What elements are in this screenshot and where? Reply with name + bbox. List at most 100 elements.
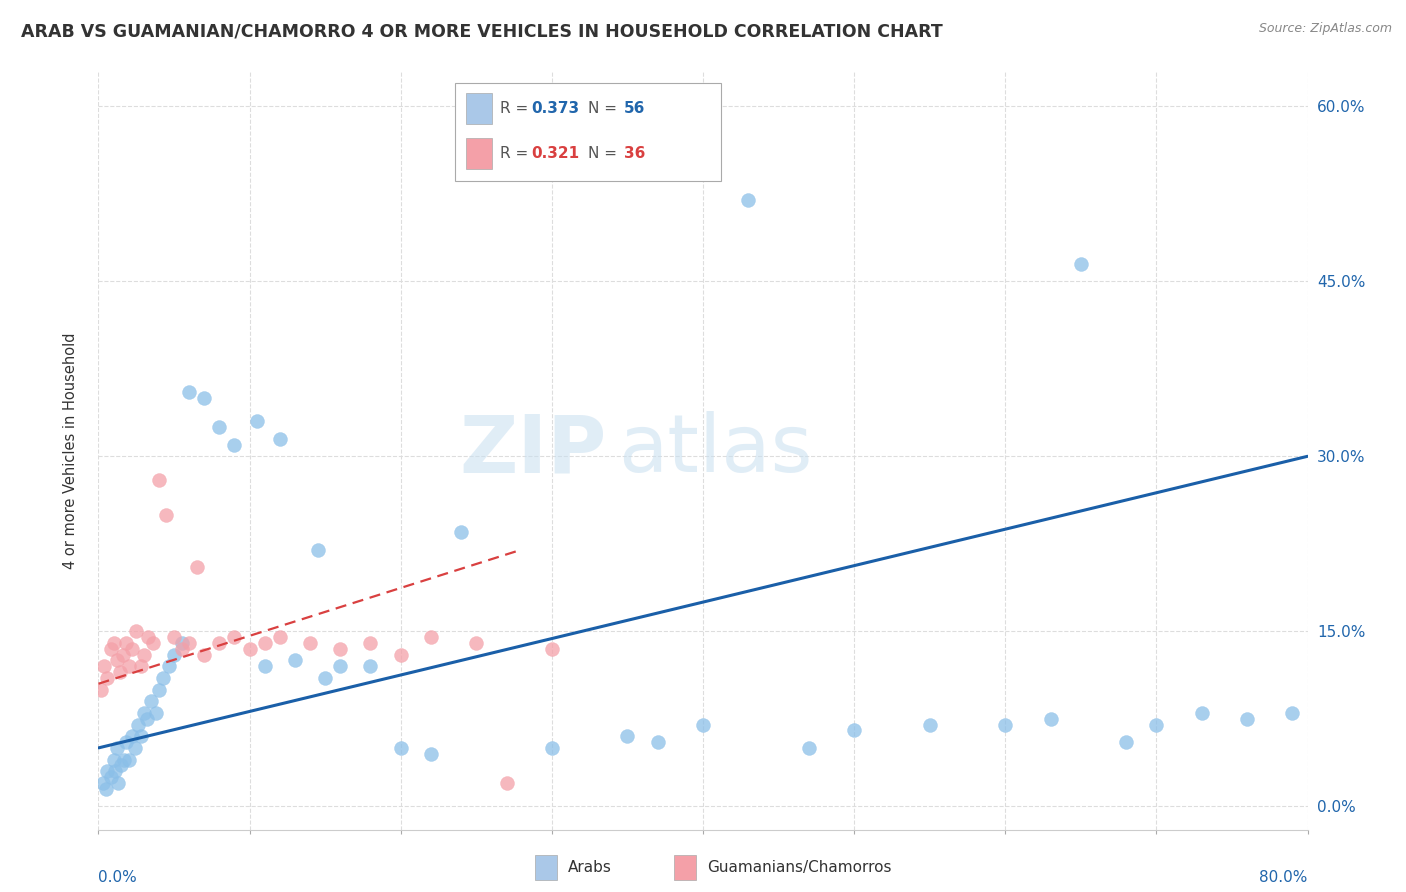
Point xyxy=(1236,712,1258,726)
Text: Arabs: Arabs xyxy=(568,860,612,875)
Point xyxy=(118,753,141,767)
Point xyxy=(193,391,215,405)
Point xyxy=(269,432,291,446)
Text: ARAB VS GUAMANIAN/CHAMORRO 4 OR MORE VEHICLES IN HOUSEHOLD CORRELATION CHART: ARAB VS GUAMANIAN/CHAMORRO 4 OR MORE VEH… xyxy=(21,22,943,40)
Point xyxy=(152,671,174,685)
Point xyxy=(389,740,412,755)
Point xyxy=(127,717,149,731)
Point xyxy=(179,385,201,400)
Point xyxy=(159,659,181,673)
Point xyxy=(105,740,128,755)
Point xyxy=(163,630,186,644)
Point xyxy=(132,648,155,662)
Point xyxy=(1039,712,1062,726)
Point xyxy=(93,659,115,673)
Point xyxy=(108,665,131,679)
Point xyxy=(145,706,167,720)
Point xyxy=(420,747,443,761)
Point xyxy=(91,776,114,790)
Point xyxy=(495,776,517,790)
Point xyxy=(100,770,122,784)
Point xyxy=(797,740,820,755)
Point xyxy=(170,641,193,656)
Point xyxy=(111,648,134,662)
Point xyxy=(284,653,307,667)
Point xyxy=(110,758,132,772)
Point xyxy=(124,740,146,755)
Point xyxy=(121,729,143,743)
Point xyxy=(253,659,276,673)
Point xyxy=(208,636,231,650)
Point xyxy=(136,630,159,644)
Point xyxy=(314,671,336,685)
Text: Guamanians/Chamorros: Guamanians/Chamorros xyxy=(707,860,891,875)
Point xyxy=(90,682,112,697)
Text: 80.0%: 80.0% xyxy=(1260,871,1308,886)
Point xyxy=(465,636,488,650)
Text: Source: ZipAtlas.com: Source: ZipAtlas.com xyxy=(1258,22,1392,36)
Point xyxy=(329,641,352,656)
Point xyxy=(360,659,382,673)
FancyBboxPatch shape xyxy=(673,855,696,880)
Point xyxy=(129,659,152,673)
Point xyxy=(360,636,382,650)
FancyBboxPatch shape xyxy=(534,855,557,880)
Point xyxy=(1115,735,1137,749)
Point xyxy=(148,473,170,487)
Point xyxy=(224,630,246,644)
Point xyxy=(132,706,155,720)
Point xyxy=(94,781,117,796)
Text: ZIP: ZIP xyxy=(458,411,606,490)
Point xyxy=(148,682,170,697)
Point xyxy=(329,659,352,673)
Point xyxy=(1070,257,1092,271)
Point xyxy=(307,542,329,557)
Point xyxy=(299,636,322,650)
Point xyxy=(105,653,128,667)
Point xyxy=(193,648,215,662)
Point xyxy=(114,735,136,749)
Point xyxy=(692,717,714,731)
Point xyxy=(125,624,148,639)
Point xyxy=(96,764,118,779)
Point xyxy=(163,648,186,662)
Point xyxy=(616,729,638,743)
Point xyxy=(118,659,141,673)
Point xyxy=(103,753,125,767)
Y-axis label: 4 or more Vehicles in Household: 4 or more Vehicles in Household xyxy=(63,332,77,569)
Point xyxy=(107,776,129,790)
Text: atlas: atlas xyxy=(619,411,813,490)
Point xyxy=(96,671,118,685)
Point xyxy=(224,437,246,451)
Point xyxy=(186,560,208,574)
Point xyxy=(994,717,1017,731)
Point xyxy=(103,636,125,650)
Point xyxy=(142,636,165,650)
Text: 0.0%: 0.0% xyxy=(98,871,138,886)
Point xyxy=(135,712,157,726)
Point xyxy=(100,641,122,656)
Point xyxy=(121,641,143,656)
Point xyxy=(1146,717,1168,731)
Point xyxy=(1191,706,1213,720)
Point xyxy=(104,764,127,779)
Point xyxy=(129,729,152,743)
Point xyxy=(389,648,412,662)
Point xyxy=(208,420,231,434)
Point xyxy=(918,717,941,731)
Point xyxy=(737,193,759,207)
Point xyxy=(540,641,562,656)
Point xyxy=(112,753,135,767)
Point xyxy=(246,414,269,428)
Point xyxy=(1281,706,1303,720)
Point xyxy=(647,735,669,749)
Point xyxy=(540,740,562,755)
Point xyxy=(170,636,193,650)
Point xyxy=(420,630,443,644)
Point xyxy=(269,630,291,644)
Point xyxy=(141,694,163,708)
Point xyxy=(450,525,472,540)
Point xyxy=(253,636,276,650)
Point xyxy=(155,508,177,522)
Point xyxy=(239,641,262,656)
